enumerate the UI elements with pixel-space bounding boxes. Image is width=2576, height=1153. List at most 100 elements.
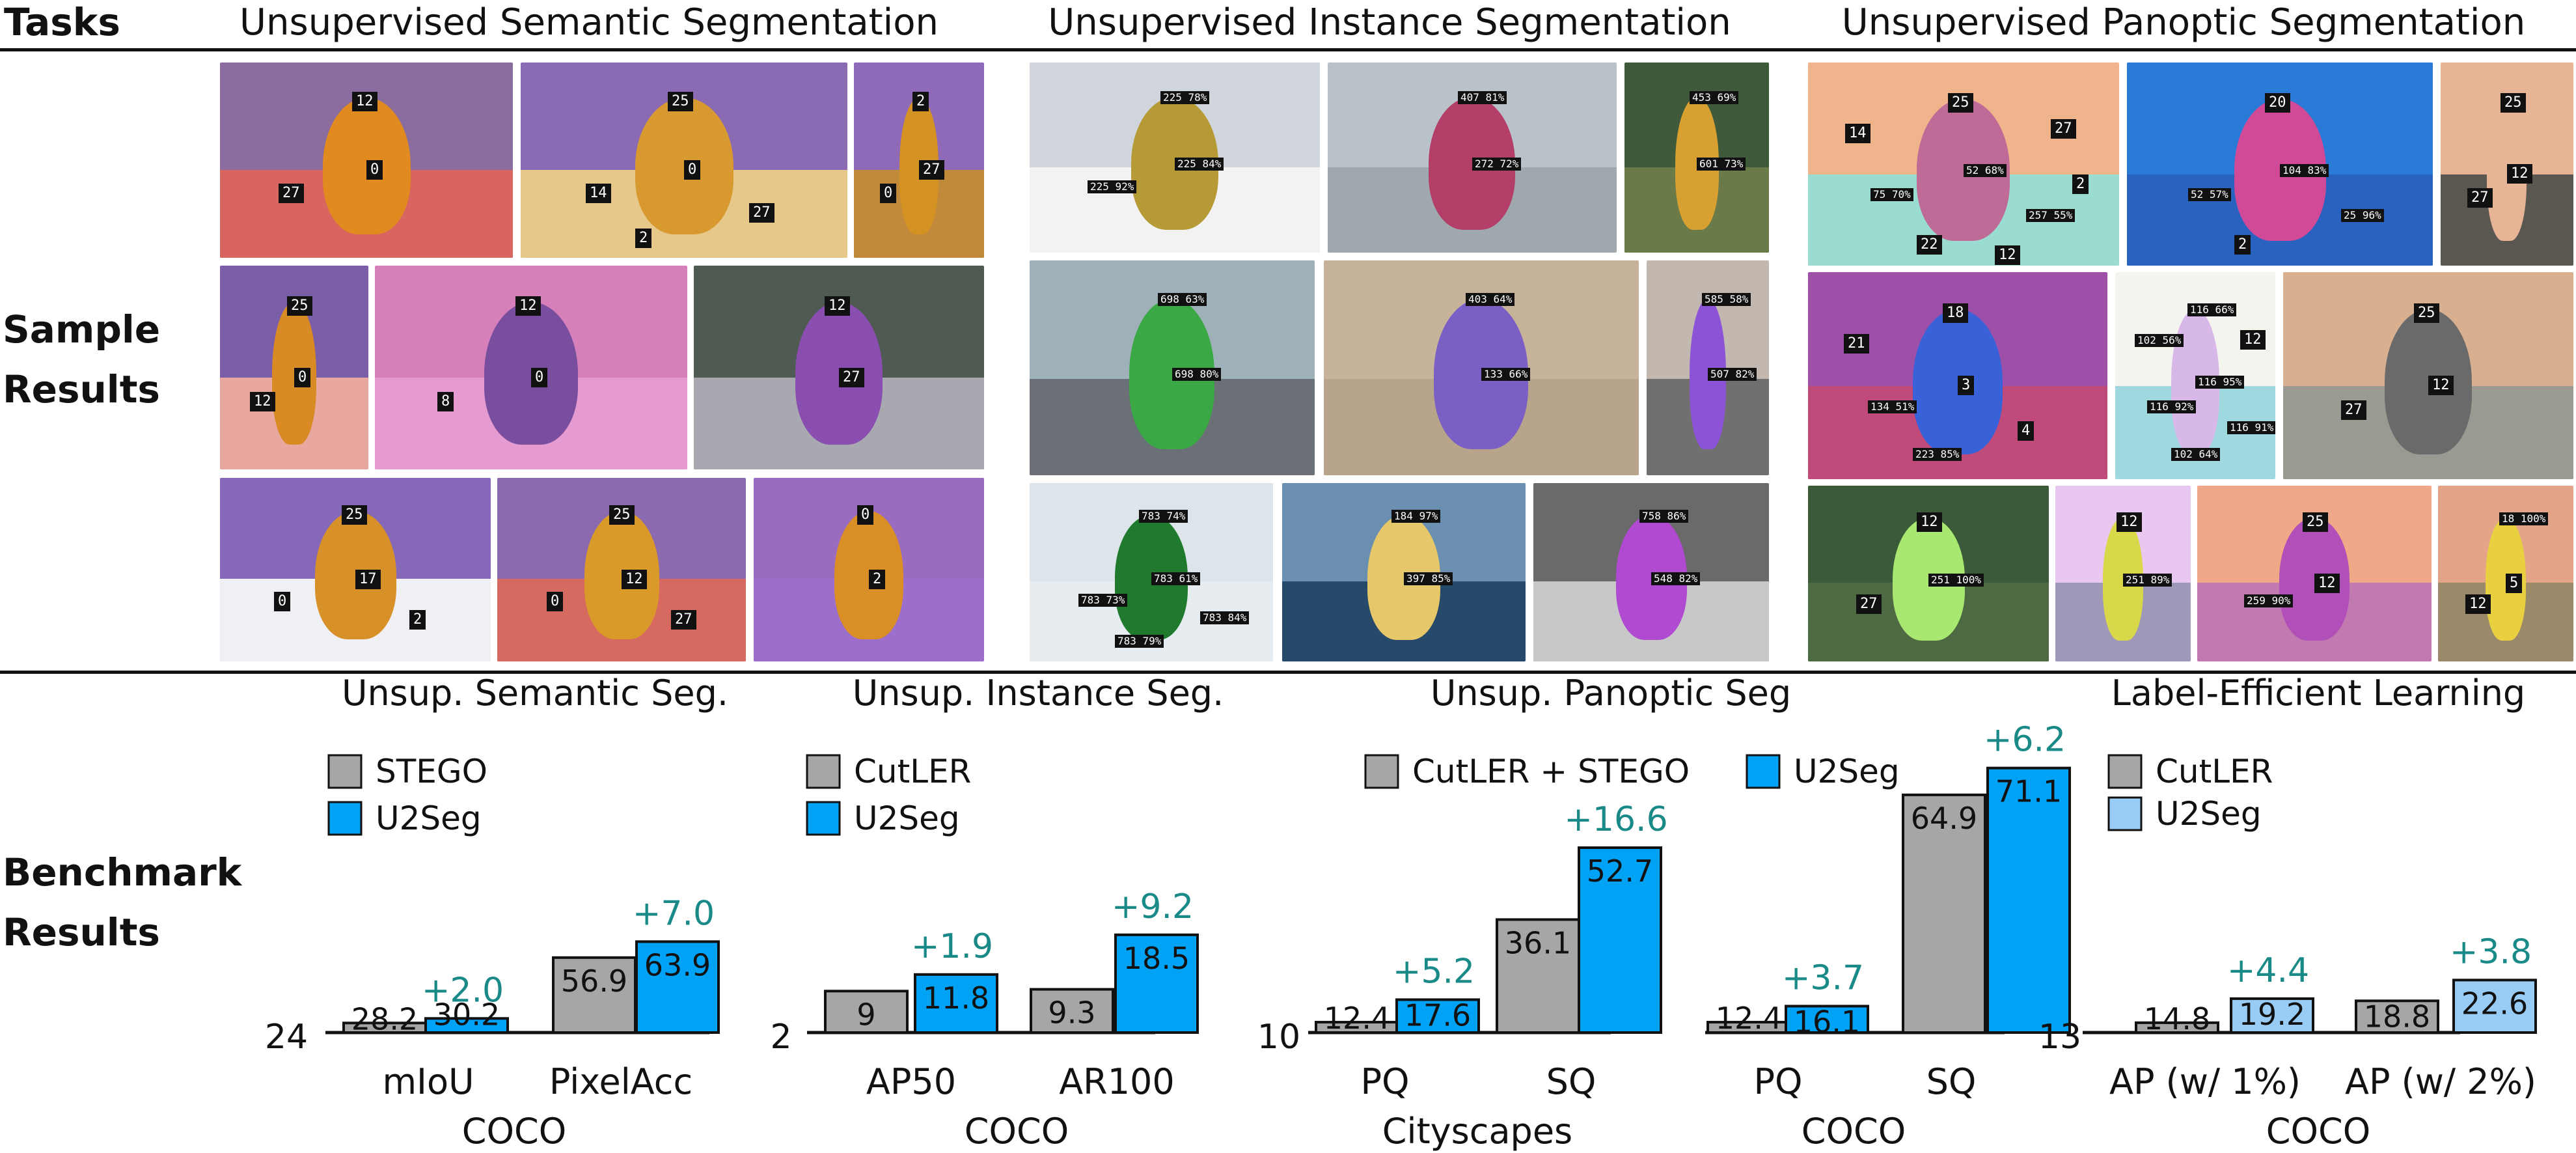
segment-label: 8 <box>437 392 454 411</box>
segment-label: 2 <box>409 610 426 630</box>
bar <box>2135 1021 2219 1035</box>
category-label: SQ <box>1926 1061 1977 1102</box>
segment-label: 2 <box>912 92 929 111</box>
segment-label: 27 <box>2051 119 2076 139</box>
segment-label: 259 90% <box>2244 594 2294 607</box>
category-label: PixelAcc <box>549 1061 692 1102</box>
bar <box>1785 1005 1869 1035</box>
segment-label: 12 <box>515 296 541 316</box>
segment-label: 4 <box>2018 421 2035 441</box>
gain-label: +4.4 <box>2227 951 2309 990</box>
bar <box>635 940 720 1034</box>
benchmark-results-label: Benchmark Results <box>3 842 241 962</box>
instance-sample-image: 453 69% 601 73% <box>1624 63 1769 253</box>
segment-label: 225 92% <box>1088 180 1137 193</box>
segment-label: 184 97% <box>1391 510 1441 523</box>
semantic-sample-image: 12 0 27 <box>220 63 513 258</box>
segment-label: 0 <box>274 592 291 611</box>
semantic-sample-image: 25 0 12 <box>220 266 368 469</box>
segment-label: 12 <box>2465 594 2491 614</box>
dataset-label: COCO <box>2266 1111 2370 1152</box>
legend-label: U2Seg <box>376 799 482 837</box>
segment-label: 25 <box>2414 303 2439 323</box>
bar <box>1578 846 1662 1035</box>
section-rule <box>0 671 2576 674</box>
category-label: mIoU <box>382 1061 474 1102</box>
segment-label: 783 73% <box>1078 594 1128 607</box>
chart-title: Label-Efficient Learning <box>2111 673 2525 714</box>
bar-value-label: 63.9 <box>644 947 711 982</box>
gain-label: +1.9 <box>911 927 993 966</box>
segment-label: 251 100% <box>1928 574 1984 587</box>
segment-label: 698 80% <box>1172 368 1222 381</box>
bar-value-label: 52.7 <box>1587 854 1653 889</box>
segment-label: 116 91% <box>2227 421 2275 434</box>
instance-sample-image: 585 58% 507 82% <box>1647 260 1769 475</box>
chart-title: Unsup. Instance Seg. <box>853 673 1224 714</box>
segment-label: 116 66% <box>2187 303 2237 316</box>
axis-origin-label: 2 <box>770 1018 791 1057</box>
segment-label: 0 <box>294 368 311 387</box>
dataset-label: COCO <box>965 1111 1069 1152</box>
gain-label: +16.6 <box>1564 800 1667 839</box>
panoptic-sample-image: 25 12 27 <box>2441 63 2573 266</box>
instance-sample-image: 698 63% 698 80% <box>1030 260 1315 475</box>
segment-label: 18 100% <box>2499 512 2549 525</box>
semantic-sample-image: 12 27 <box>694 266 984 469</box>
segment-label: 758 86% <box>1639 510 1689 523</box>
bar <box>342 1021 427 1035</box>
legend-swatch <box>327 754 363 789</box>
dataset-label: COCO <box>1802 1111 1906 1152</box>
segment-label: 22 <box>1917 235 1942 255</box>
sample-results-label: Sample Results <box>3 299 160 419</box>
bar <box>424 1017 509 1035</box>
bar <box>1986 766 2071 1035</box>
segment-label: 25 <box>2303 512 2328 532</box>
legend-swatch <box>2107 796 2143 831</box>
semantic-sample-image: 12 0 8 <box>375 266 687 469</box>
segment-label: 2 <box>2234 235 2251 255</box>
bar <box>914 973 998 1034</box>
segment-label: 27 <box>919 160 944 180</box>
axis-origin-label: 10 <box>1257 1018 1300 1057</box>
task-title-semantic: Unsupervised Semantic Segmentation <box>240 1 939 44</box>
segment-label: 27 <box>671 610 696 630</box>
segment-label: 225 78% <box>1160 91 1210 104</box>
segment-label: 25 <box>287 296 312 316</box>
sample-label-line2: Results <box>3 367 160 411</box>
segment-label: 134 51% <box>1868 400 1917 413</box>
segment-label: 116 92% <box>2147 400 2197 413</box>
gain-label: +3.7 <box>1782 958 1864 997</box>
segment-label: 12 <box>622 570 647 589</box>
panoptic-sample-image: 25 52 68% 75 70% 257 55% 22 14 27 12 2 <box>1808 63 2119 266</box>
category-label: SQ <box>1546 1061 1596 1102</box>
bar-value-label: 12.4 <box>1324 1001 1390 1036</box>
segment-label: 18 <box>1943 303 1968 323</box>
category-label: AR100 <box>1059 1061 1175 1102</box>
bar <box>552 956 637 1034</box>
segment-label: 12 <box>2314 574 2340 593</box>
bar-value-label: 30.2 <box>433 997 500 1032</box>
bar-value-label: 36.1 <box>1505 925 1571 960</box>
segment-label: 698 63% <box>1158 293 1207 306</box>
axis-origin-label: 24 <box>265 1018 308 1057</box>
tasks-label: Tasks <box>4 0 120 44</box>
panoptic-sample-image: 20 104 83% 52 57% 25 96% 2 <box>2127 63 2433 266</box>
panoptic-sample-image: 25 12 27 <box>2283 272 2573 479</box>
task-title-panoptic: Unsupervised Panoptic Segmentation <box>1841 1 2526 44</box>
semantic-sample-image: 25 0 14 27 2 <box>521 63 847 258</box>
sample-label-line1: Sample <box>3 307 161 352</box>
legend-label: CutLER <box>2156 753 2273 790</box>
gain-label: +9.2 <box>1112 887 1194 926</box>
segment-label: 585 58% <box>1702 293 1751 306</box>
bar <box>1030 988 1114 1034</box>
semantic-sample-image: 25 12 0 27 <box>497 478 746 661</box>
segment-label: 783 79% <box>1115 635 1164 648</box>
segment-label: 17 <box>355 570 381 589</box>
segment-label: 12 <box>2507 164 2532 184</box>
segment-label: 25 <box>1948 93 1973 113</box>
segment-label: 2 <box>2072 174 2089 194</box>
panoptic-sample-image: 116 66% 116 95% 116 92% 116 91% 102 64% 102 5… <box>2115 272 2275 479</box>
panoptic-sample-image: 18 3 134 51% 4 223 85% 21 <box>1808 272 2107 479</box>
segment-label: 225 84% <box>1175 158 1224 171</box>
